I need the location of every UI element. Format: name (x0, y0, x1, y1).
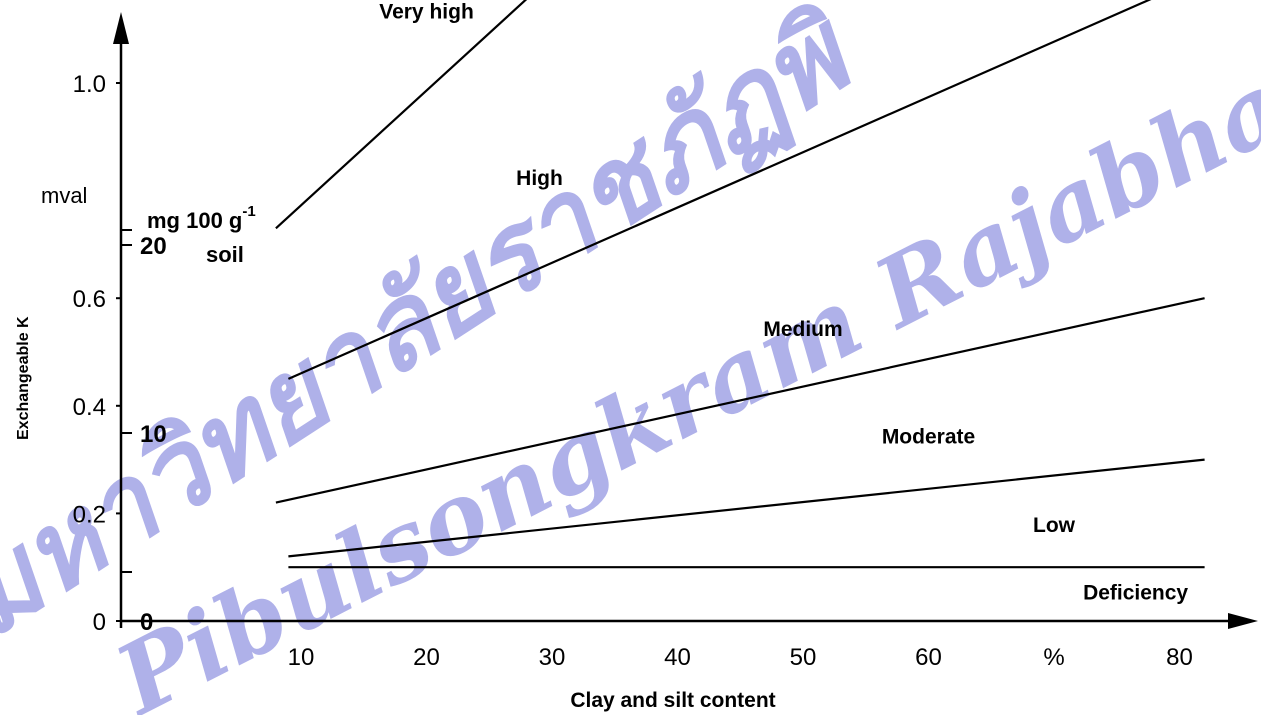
x-tick-label-pct: % (1043, 644, 1064, 671)
mg-tick-label-20: 20 (140, 233, 167, 260)
x-tick-label-30: 30 (539, 644, 566, 671)
zone-label-low: Low (1033, 514, 1076, 537)
zone-label-high: High (516, 167, 563, 190)
mval-tick-label-0.6: 0.6 (73, 286, 106, 313)
x-tick-label-50: 50 (790, 644, 817, 671)
zone-label-deficiency: Deficiency (1083, 582, 1188, 605)
x-tick-label-40: 40 (664, 644, 691, 671)
x-axis-title: Clay and silt content (570, 689, 775, 712)
boundary-line-4 (288, 458, 1205, 558)
mg-unit-label: mg 100 g-1 (147, 203, 256, 233)
x-tick-label-20: 20 (413, 644, 440, 671)
mval-unit-label: mval (41, 183, 87, 208)
boundary-line-2 (287, 0, 1152, 380)
zone-label-medium: Medium (763, 318, 842, 341)
mval-tick-label-1.0: 1.0 (73, 71, 106, 98)
mg-tick-label-10: 10 (140, 421, 167, 448)
mval-tick-label-0: 0 (93, 609, 106, 636)
x-axis-arrow (1228, 613, 1258, 629)
zone-label-moderate: Moderate (882, 426, 975, 449)
y-axis-arrow (113, 12, 129, 44)
x-tick-label-10: 10 (288, 644, 315, 671)
mval-tick-label-0.4: 0.4 (73, 394, 106, 421)
mval-tick-label-0.2: 0.2 (73, 501, 106, 528)
boundary-line-3 (275, 297, 1205, 504)
mg-tick-label-0: 0 (140, 609, 153, 636)
x-tick-label-80: 80 (1166, 644, 1193, 671)
boundary-line-1 (275, 0, 528, 230)
y-axis-title: Exchangeable K (15, 316, 32, 440)
zone-label-very-high: Very high (379, 0, 474, 23)
x-tick-label-60: 60 (915, 644, 942, 671)
soil-unit-label: soil (206, 242, 244, 267)
